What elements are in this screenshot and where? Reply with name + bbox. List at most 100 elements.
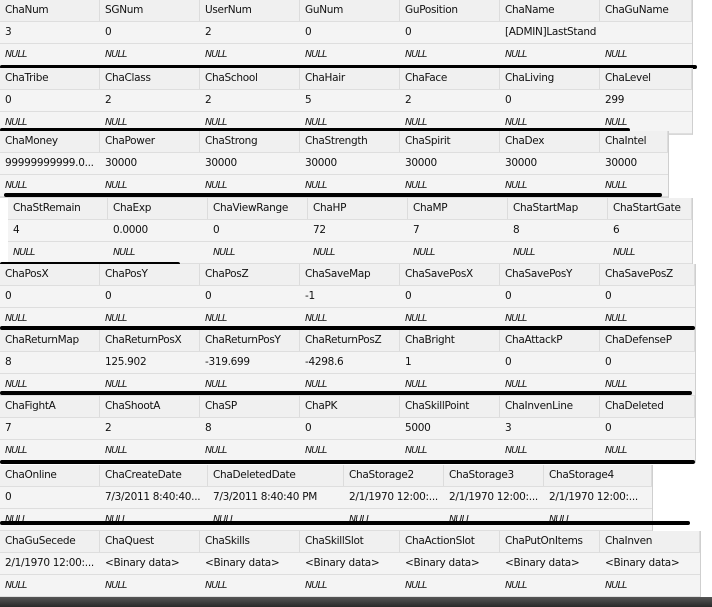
cell-null[interactable]: NULL	[405, 445, 427, 456]
cell-value[interactable]: 30000	[105, 157, 137, 169]
cell-null[interactable]: NULL	[505, 49, 527, 60]
cell-null[interactable]: NULL	[5, 49, 27, 60]
cell-null[interactable]: NULL	[105, 49, 127, 60]
column-header[interactable]: ChaGuName	[600, 0, 692, 21]
cell-null[interactable]: NULL	[449, 514, 471, 525]
cell-null[interactable]: NULL	[213, 514, 235, 525]
column-header[interactable]: ChaSpirit	[400, 131, 500, 152]
cell-value[interactable]: 3	[505, 422, 512, 434]
column-header[interactable]: ChaName	[500, 0, 600, 21]
cell-value[interactable]: 1	[405, 356, 412, 368]
cell-null[interactable]: NULL	[205, 580, 227, 591]
column-header[interactable]: ChaHP	[308, 198, 408, 219]
cell-null[interactable]: NULL	[13, 247, 35, 258]
column-header[interactable]: UserNum	[200, 0, 300, 21]
cell-value[interactable]: 0	[605, 422, 612, 434]
column-header[interactable]: ChaStrong	[200, 131, 300, 152]
cell-value[interactable]: 3	[5, 26, 12, 38]
column-header[interactable]: ChaStorage4	[544, 465, 652, 486]
cell-value[interactable]: <Binary data>	[605, 557, 680, 569]
cell-value[interactable]: 0	[505, 290, 512, 302]
cell-value[interactable]: 7/3/2011 8:40:40 PM	[213, 491, 318, 503]
cell-value[interactable]: 6	[613, 224, 620, 236]
cell-value[interactable]: 0	[5, 94, 12, 106]
column-header[interactable]: ChaGuSecede	[0, 531, 100, 552]
cell-null[interactable]: NULL	[5, 313, 27, 324]
cell-value[interactable]: 0	[405, 290, 412, 302]
cell-null[interactable]: NULL	[305, 117, 327, 128]
cell-null[interactable]: NULL	[5, 514, 27, 525]
cell-null[interactable]: NULL	[205, 379, 227, 390]
column-header[interactable]: ChaLevel	[600, 68, 692, 89]
cell-value[interactable]: 2/1/1970 12:00:...	[5, 557, 94, 569]
cell-null[interactable]: NULL	[213, 247, 235, 258]
cell-null[interactable]: NULL	[105, 313, 127, 324]
column-header[interactable]: ChaShootA	[100, 396, 200, 417]
cell-value[interactable]: 5	[305, 94, 312, 106]
cell-value[interactable]: 2/1/1970 12:00:...	[549, 491, 638, 503]
cell-value[interactable]: 0	[205, 290, 212, 302]
cell-null[interactable]: NULL	[305, 445, 327, 456]
cell-value[interactable]: 72	[313, 224, 326, 236]
cell-value[interactable]: 0	[605, 290, 612, 302]
column-header[interactable]: ChaInvenLine	[500, 396, 600, 417]
cell-value[interactable]: 2	[105, 94, 112, 106]
column-header[interactable]: ChaLiving	[500, 68, 600, 89]
column-header[interactable]: ChaStrength	[300, 131, 400, 152]
cell-null[interactable]: NULL	[5, 445, 27, 456]
cell-null[interactable]: NULL	[405, 180, 427, 191]
cell-null[interactable]: NULL	[205, 313, 227, 324]
cell-value[interactable]: 30000	[405, 157, 437, 169]
column-header[interactable]: ChaPosY	[100, 264, 200, 285]
column-header[interactable]: ChaSP	[200, 396, 300, 417]
cell-value[interactable]: 0	[605, 356, 612, 368]
cell-null[interactable]: NULL	[313, 247, 335, 258]
column-header[interactable]: ChaStartMap	[508, 198, 608, 219]
column-header[interactable]: ChaAttackP	[500, 330, 600, 351]
column-header[interactable]: ChaPower	[100, 131, 200, 152]
column-header[interactable]: ChaDeleted	[600, 396, 695, 417]
cell-value[interactable]: 0	[405, 26, 412, 38]
cell-null[interactable]: NULL	[413, 247, 435, 258]
column-header[interactable]: ChaStorage3	[444, 465, 544, 486]
cell-value[interactable]: <Binary data>	[505, 557, 580, 569]
column-header[interactable]: ChaFace	[400, 68, 500, 89]
cell-value[interactable]: 0	[305, 26, 312, 38]
cell-null[interactable]: NULL	[5, 117, 27, 128]
column-header[interactable]: ChaSchool	[200, 68, 300, 89]
cell-value[interactable]: 7	[5, 422, 12, 434]
cell-null[interactable]: NULL	[305, 580, 327, 591]
cell-value[interactable]: -1	[305, 290, 315, 302]
cell-null[interactable]: NULL	[105, 117, 127, 128]
column-header[interactable]: ChaActionSlot	[400, 531, 500, 552]
column-header[interactable]: ChaCreateDate	[100, 465, 208, 486]
column-header[interactable]: ChaSkillPoint	[400, 396, 500, 417]
column-header[interactable]: ChaStRemain	[8, 198, 108, 219]
column-header[interactable]: ChaPosX	[0, 264, 100, 285]
column-header[interactable]: ChaSavePosZ	[600, 264, 695, 285]
cell-null[interactable]: NULL	[605, 313, 627, 324]
cell-value[interactable]: 7	[413, 224, 420, 236]
cell-value[interactable]: 2	[205, 26, 212, 38]
column-header[interactable]: SGNum	[100, 0, 200, 21]
column-header[interactable]: ChaPosZ	[200, 264, 300, 285]
cell-value[interactable]: 125.902	[105, 356, 147, 368]
column-header[interactable]: ChaTribe	[0, 68, 100, 89]
cell-value[interactable]: [ADMIN]LastStand	[505, 26, 597, 38]
cell-value[interactable]: 2	[205, 94, 212, 106]
column-header[interactable]: ChaOnline	[0, 465, 100, 486]
cell-null[interactable]: NULL	[505, 313, 527, 324]
column-header[interactable]: ChaReturnPosX	[100, 330, 200, 351]
cell-null[interactable]: NULL	[405, 117, 427, 128]
column-header[interactable]: ChaReturnMap	[0, 330, 100, 351]
cell-null[interactable]: NULL	[105, 180, 127, 191]
cell-null[interactable]: NULL	[113, 247, 135, 258]
cell-null[interactable]: NULL	[505, 379, 527, 390]
cell-value[interactable]: 0.0000	[113, 224, 148, 236]
cell-value[interactable]: <Binary data>	[105, 557, 180, 569]
cell-value[interactable]: 8	[205, 422, 212, 434]
cell-value[interactable]: -319.699	[205, 356, 250, 368]
cell-null[interactable]: NULL	[105, 514, 127, 525]
cell-value[interactable]: 8	[513, 224, 520, 236]
cell-null[interactable]: NULL	[605, 445, 627, 456]
